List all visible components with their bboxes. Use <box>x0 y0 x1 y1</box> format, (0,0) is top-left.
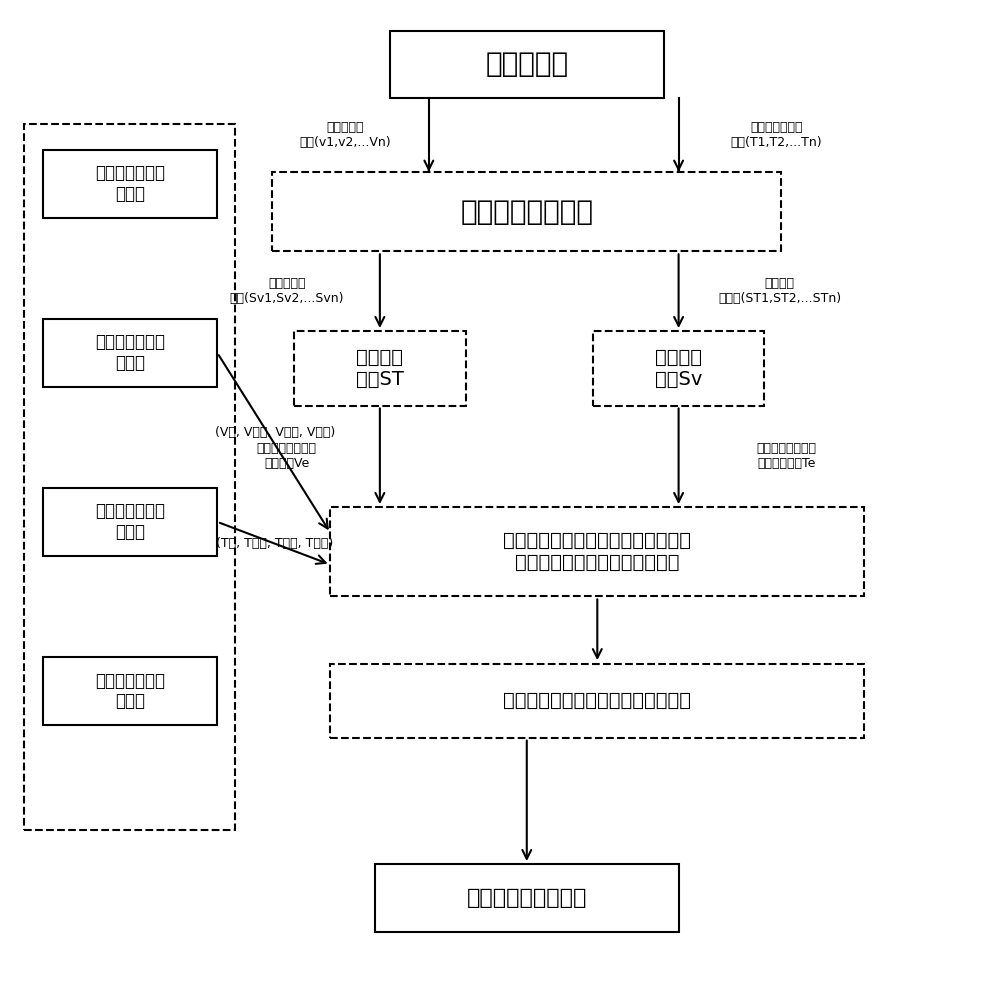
Text: 过充电池电热耦
合模型: 过充电池电热耦 合模型 <box>96 333 165 372</box>
Bar <box>25 124 234 830</box>
Text: 电池组电压
信号(v1,v2,...Vn): 电池组电压 信号(v1,v2,...Vn) <box>299 121 391 149</box>
Text: 确定电池组故障类型: 确定电池组故障类型 <box>467 888 587 908</box>
Bar <box>43 488 218 556</box>
Text: 超过温度
阈值ST: 超过温度 阈值ST <box>356 348 404 389</box>
Text: 超过电压
阈值Sv: 超过电压 阈值Sv <box>655 348 702 389</box>
Text: 改进格拉布斯准则: 改进格拉布斯准则 <box>460 198 593 226</box>
Bar <box>390 31 664 98</box>
Bar <box>593 331 764 406</box>
Text: 电池组表面温度
信号(T1,T2,...Tn): 电池组表面温度 信号(T1,T2,...Tn) <box>731 121 822 149</box>
Bar <box>330 664 864 738</box>
Text: (T正, T过充, T过放, T过热): (T正, T过充, T过放, T过热) <box>217 537 334 550</box>
Bar <box>330 507 864 596</box>
Text: 电压统计量
信号(Sv1,Sv2,...Svn): 电压统计量 信号(Sv1,Sv2,...Svn) <box>230 277 344 305</box>
Text: 动力电池组: 动力电池组 <box>486 50 568 78</box>
Text: 过放电池电热耦
合模型: 过放电池电热耦 合模型 <box>96 502 165 541</box>
Text: 筛选出电池组异常
表面温度信号Te: 筛选出电池组异常 表面温度信号Te <box>756 442 817 470</box>
Text: 正常电池电热耦
合模型: 正常电池电热耦 合模型 <box>96 164 165 203</box>
Text: 基于贝叶斯假设检验电池组故障类型: 基于贝叶斯假设检验电池组故障类型 <box>503 691 691 710</box>
Bar <box>295 331 466 406</box>
Bar <box>272 172 781 251</box>
Bar <box>43 150 218 218</box>
Text: 计算电池异常电压或表面温度与电池
电热耦合故障模型对应值的残差: 计算电池异常电压或表面温度与电池 电热耦合故障模型对应值的残差 <box>503 531 691 572</box>
Bar <box>43 657 218 725</box>
Text: 表面温度
统计量(ST1,ST2,...STn): 表面温度 统计量(ST1,ST2,...STn) <box>718 277 841 305</box>
Text: 筛选出电池组异常
电压信号Ve: 筛选出电池组异常 电压信号Ve <box>257 442 317 470</box>
Text: (V正, V过充, V过放, V过热): (V正, V过充, V过放, V过热) <box>215 426 335 439</box>
Text: 过热电池电热耦
合模型: 过热电池电热耦 合模型 <box>96 672 165 710</box>
Bar <box>43 319 218 387</box>
Bar <box>375 864 679 932</box>
